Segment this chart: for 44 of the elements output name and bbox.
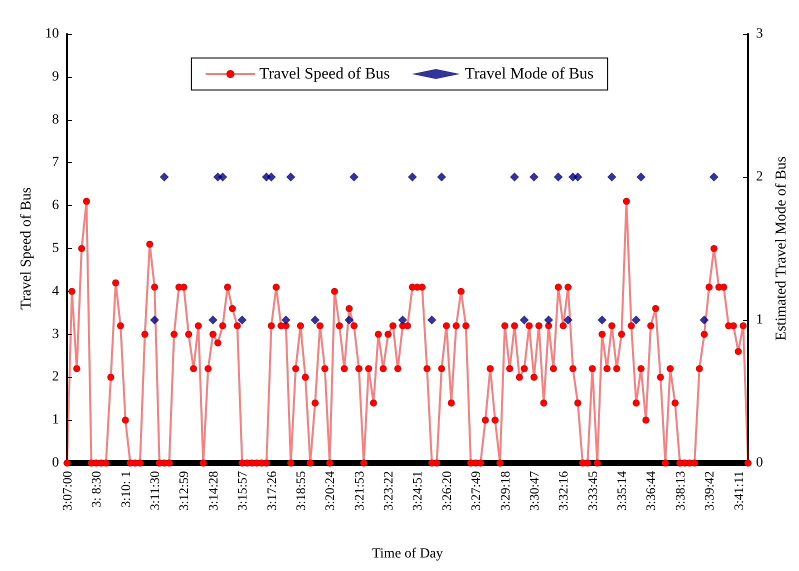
y-tick-label: 5 xyxy=(52,241,59,256)
x-tick-label: 3:12:59 xyxy=(176,471,192,511)
x-tick-label: 3:10: 1 xyxy=(118,471,133,508)
y2-tick-label: 2 xyxy=(756,170,763,184)
x-tick-label: 3:32:16 xyxy=(556,470,571,511)
x-tick-label: 3:36:44 xyxy=(643,470,658,511)
y-tick-label: 8 xyxy=(52,112,59,128)
x-tick-label: 3:24:51 xyxy=(410,471,425,511)
x-tick-label: 3:35:14 xyxy=(614,470,630,511)
y-axis-title: Travel Speed of Bus xyxy=(18,187,35,310)
x-tick-label: 3: 8:30 xyxy=(88,471,104,508)
x-tick-label: 3:26:20 xyxy=(438,471,454,511)
y2-axis-title: Estimated Travel Mode of Bus xyxy=(773,156,790,341)
x-tick-label: 3:29:18 xyxy=(497,471,512,511)
x-tick-label: 3:30:47 xyxy=(526,470,542,511)
x-tick-label: 3:39:42 xyxy=(702,471,717,511)
y-tick-label: 4 xyxy=(52,284,59,299)
x-tick-label: 3:11:30 xyxy=(147,471,162,510)
y2-tick-label: 3 xyxy=(756,26,763,42)
x-tick-label: 3:41:11 xyxy=(730,471,746,510)
x-tick-label: 3:21:53 xyxy=(351,471,366,511)
x-tick-label: 3:20:24 xyxy=(322,470,338,511)
y-tick-label: 0 xyxy=(52,456,59,470)
x-axis-title: Time of Day xyxy=(372,546,444,562)
y-tick-label: 10 xyxy=(45,26,59,42)
x-tick-label: 3:38:13 xyxy=(672,471,688,511)
y-tick-label: 9 xyxy=(52,69,59,84)
legend-label: Travel Mode of Bus xyxy=(464,66,594,82)
x-tick-label: 3:33:45 xyxy=(584,471,600,511)
x-tick-label: 3:07:00 xyxy=(60,471,74,511)
y-tick-label: 1 xyxy=(52,412,59,428)
x-tick-label: 3:14:28 xyxy=(205,471,220,511)
legend-label: Travel Speed of Bus xyxy=(259,66,390,82)
x-tick-label: 3:23:22 xyxy=(380,471,396,511)
x-tick-label: 3:15:57 xyxy=(234,470,250,511)
x-tick-label: 3:18:55 xyxy=(292,471,308,511)
x-tick-label: 3:27:49 xyxy=(468,471,484,511)
x-tick-label: 3:17:26 xyxy=(264,470,279,511)
y-tick-label: 6 xyxy=(52,198,59,214)
y2-tick-label: 1 xyxy=(756,312,763,328)
y-tick-label: 3 xyxy=(52,326,59,342)
y-tick-label: 2 xyxy=(52,370,59,385)
y-tick-label: 7 xyxy=(52,155,59,170)
y2-tick-label: 0 xyxy=(756,456,763,470)
